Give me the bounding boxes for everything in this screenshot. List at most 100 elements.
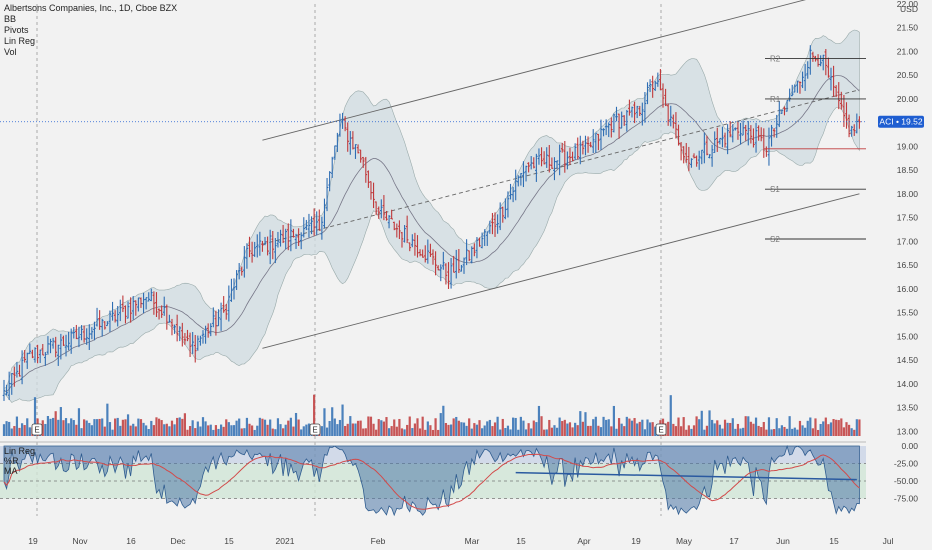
pivot-label-s2: S2 (770, 235, 780, 244)
ohlc-bar (834, 85, 838, 98)
ohlc-bar (374, 201, 378, 216)
volume-bar (499, 429, 502, 436)
ohlc-bar (439, 264, 443, 282)
ohlc-bar (607, 122, 611, 138)
volume-bar (584, 412, 587, 436)
ohlc-bar (449, 258, 453, 289)
volume-bar (227, 422, 230, 436)
time-tick: Jul (883, 536, 894, 546)
volume-bar (540, 416, 543, 436)
volume-bar (101, 418, 104, 436)
volume-bar (119, 425, 122, 436)
linreg-center (262, 89, 860, 245)
ohlc-bar (292, 228, 295, 238)
ohlc-bar (395, 223, 399, 238)
ohlc-bar (775, 114, 779, 138)
ohlc-bar (118, 299, 122, 322)
ohlc-bar (95, 307, 99, 327)
ohlc-bar (18, 364, 21, 377)
ohlc-bar (317, 209, 321, 231)
ohlc-bar (493, 212, 497, 237)
volume-bar (754, 417, 758, 436)
volume-bar (700, 410, 703, 436)
volume-bar (44, 423, 47, 436)
volume-bar (623, 426, 626, 436)
ohlc-bar (646, 82, 649, 105)
volume-bar (336, 424, 339, 436)
earnings-badge-box (309, 423, 321, 436)
volume-bar (504, 428, 507, 436)
study-bb[interactable]: BB (4, 14, 17, 24)
volume-bar (387, 428, 391, 436)
volume-bar (643, 429, 647, 436)
last-price-badge (878, 115, 924, 128)
volume-bar (346, 423, 349, 436)
ohlc-bar (700, 149, 704, 165)
volume-bar (300, 429, 303, 436)
ohlc-bar (346, 122, 350, 152)
volume-bar (796, 429, 799, 436)
volume-bar (320, 426, 323, 436)
volume-bar (545, 429, 548, 436)
ohlc-bar (615, 106, 618, 122)
pivot-label-s1: S1 (770, 185, 780, 194)
ohlc-bar (23, 350, 26, 363)
volume-bar (333, 418, 336, 436)
ohlc-bar (106, 321, 109, 327)
price-bars (2, 45, 861, 401)
ohlc-bar (620, 111, 623, 129)
ohlc-bar (263, 236, 267, 246)
ohlc-bar (638, 105, 642, 117)
earnings-glyph: E (34, 426, 39, 435)
study-linreg[interactable]: Lin Reg (4, 36, 36, 46)
ind-study-ma[interactable]: MA (4, 466, 18, 476)
time-tick: 16 (126, 536, 136, 546)
ohlc-bar (142, 292, 145, 314)
volume-bar (602, 416, 605, 436)
volume-bar (8, 421, 11, 436)
volume-bar (548, 419, 551, 436)
volume-bar (685, 429, 688, 436)
volume-bar (160, 420, 163, 436)
volume-bar (382, 421, 385, 436)
ohlc-bar (563, 140, 567, 173)
time-tick: Dec (170, 536, 186, 546)
volume-bar (793, 427, 796, 436)
bb-band-fill (3, 29, 860, 403)
volume-bar (207, 425, 210, 436)
ohlc-bar (806, 61, 810, 79)
volume-bar (106, 403, 109, 436)
ohlc-bar (770, 124, 773, 147)
price-tick: 13.00 (897, 426, 919, 436)
ohlc-bar (837, 82, 841, 110)
volume-bar (305, 424, 308, 436)
study-pivots[interactable]: Pivots (4, 25, 29, 35)
ohlc-bar (15, 362, 19, 378)
ohlc-bar (214, 310, 218, 336)
volume-bar (313, 394, 316, 436)
volume-bar (566, 423, 569, 436)
volume-bar (491, 426, 494, 436)
ohlc-bar (367, 170, 370, 188)
ohlc-bar (612, 113, 616, 133)
volume-bar (188, 426, 192, 436)
volume-bar (258, 417, 261, 436)
ohlc-bar (504, 198, 507, 220)
ohlc-bar (845, 102, 848, 129)
ohlc-bar (268, 229, 272, 265)
volume-bar (470, 428, 473, 436)
volume-bar (372, 423, 375, 436)
symbol-title[interactable]: Albertsons Companies, Inc., 1D, Cboe BZX (4, 3, 178, 13)
volume-bar (537, 405, 541, 436)
study-vol[interactable]: Vol (4, 47, 17, 57)
ind-study-wr[interactable]: %R (4, 456, 19, 466)
ind-study-linreg[interactable]: Lin Reg (4, 446, 36, 456)
ohlc-bar (741, 120, 745, 136)
volume-bar (325, 427, 329, 436)
ohlc-bar (217, 309, 220, 327)
volume-bar (150, 420, 153, 436)
volume-bar (760, 427, 763, 436)
volume-bar (26, 418, 29, 436)
